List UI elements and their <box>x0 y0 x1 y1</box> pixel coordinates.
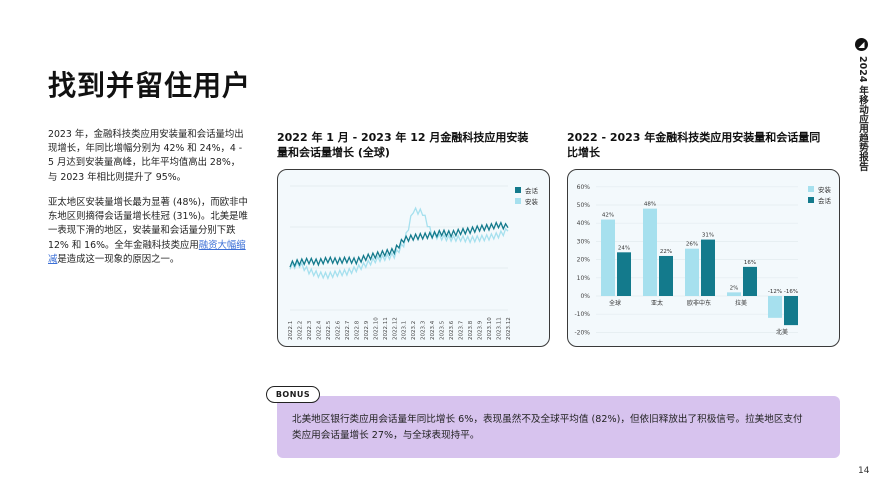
svg-text:2023.2: 2023.2 <box>411 321 417 340</box>
svg-text:30%: 30% <box>577 238 591 245</box>
svg-text:2022.8: 2022.8 <box>354 320 360 340</box>
svg-text:北美: 北美 <box>776 328 788 336</box>
svg-text:欧非中东: 欧非中东 <box>687 299 711 307</box>
legend-item-session: 会话 <box>808 194 831 205</box>
svg-text:48%: 48% <box>644 202 656 208</box>
svg-text:10%: 10% <box>577 275 591 282</box>
svg-text:42%: 42% <box>602 213 614 219</box>
brand-logo-icon: ◢ <box>855 38 868 51</box>
svg-text:16%: 16% <box>744 260 756 266</box>
session-swatch-icon <box>808 196 814 203</box>
svg-text:2023.1: 2023.1 <box>402 321 408 340</box>
line-chart: 2022.1 2022.2 2022.3 2022.4 2022.5 2022.6 2022… <box>288 185 512 340</box>
legend-item-install: 安装 <box>515 195 538 206</box>
page-number: 14 <box>858 466 870 476</box>
svg-text:2022.6: 2022.6 <box>335 320 341 340</box>
bonus-text: 北美地区银行类应用会话量年同比增长 6%，表现虽然不及全球平均值 (82%)，但… <box>292 414 803 441</box>
legend-item-session: 会话 <box>515 184 538 195</box>
svg-text:2%: 2% <box>730 285 739 291</box>
install-swatch-icon <box>515 197 521 204</box>
svg-text:2023.8: 2023.8 <box>468 320 474 340</box>
svg-text:2022.5: 2022.5 <box>326 320 332 340</box>
bar-chart-legend: 安装 会话 <box>808 183 831 205</box>
svg-text:-10%: -10% <box>574 311 590 318</box>
svg-text:2022.3: 2022.3 <box>307 320 313 340</box>
svg-text:2022.9: 2022.9 <box>364 320 370 340</box>
svg-text:2023.4: 2023.4 <box>430 320 436 340</box>
svg-text:-20%: -20% <box>574 329 590 336</box>
svg-text:2023.11: 2023.11 <box>497 317 503 340</box>
install-swatch-icon <box>808 185 814 192</box>
bar-chart-card: 60% 50% 40% 30% 20% 10% 0% -10% -20% 42% 24% 全球 48% 2… <box>567 169 840 347</box>
region-paragraph-tail: 是造成这一现象的原因之一。 <box>57 253 180 265</box>
intro-paragraph: 2023 年，金融科技类应用安装量和会话量均出现增长，年同比增幅分别为 42% … <box>48 129 244 183</box>
svg-text:22%: 22% <box>660 249 672 255</box>
page-title: 找到并留住用户 <box>48 69 252 102</box>
svg-text:26%: 26% <box>686 242 698 248</box>
svg-text:20%: 20% <box>577 257 591 264</box>
line-chart-card: 2022.1 2022.2 2022.3 2022.4 2022.5 2022.6 2022… <box>277 169 550 347</box>
session-swatch-icon <box>515 186 521 193</box>
svg-text:-16%: -16% <box>784 289 798 295</box>
svg-text:2022.12: 2022.12 <box>392 317 398 340</box>
svg-text:50%: 50% <box>577 202 591 209</box>
region-paragraph-text: 亚太地区安装量增长最为显著 (48%)，而欧非中东地区则摘得会话量增长桂冠 (3… <box>48 197 248 251</box>
svg-text:2022.4: 2022.4 <box>316 320 322 340</box>
svg-text:31%: 31% <box>702 233 714 239</box>
svg-text:24%: 24% <box>618 245 630 251</box>
svg-text:2022.2: 2022.2 <box>297 321 303 340</box>
svg-text:2023.6: 2023.6 <box>449 320 455 340</box>
bonus-badge: BONUS <box>266 386 320 403</box>
svg-text:2022.10: 2022.10 <box>373 317 379 340</box>
svg-text:2022.1: 2022.1 <box>288 321 294 340</box>
svg-text:2023.9: 2023.9 <box>478 320 484 340</box>
svg-text:全球: 全球 <box>609 299 621 307</box>
svg-text:2022.7: 2022.7 <box>345 320 351 340</box>
bonus-callout <box>277 396 840 458</box>
svg-text:0%: 0% <box>580 293 590 300</box>
funding-cut-link[interactable]: 融资大幅缩减 <box>48 239 246 265</box>
svg-text:亚太: 亚太 <box>651 299 663 307</box>
line-chart-title: 2022 年 1 月 - 2023 年 12 月金融科技应用安装量和会话量增长 … <box>277 131 529 159</box>
svg-text:2022.11: 2022.11 <box>383 317 389 340</box>
svg-text:-12%: -12% <box>768 289 782 295</box>
bar-chart: 60% 50% 40% 30% 20% 10% 0% -10% -20% 42% 24% 全球 48% 2… <box>574 184 798 337</box>
svg-text:2023.7: 2023.7 <box>459 320 465 340</box>
report-side-label: 2024 年移动应用趋势报告 <box>857 56 868 172</box>
svg-text:拉美: 拉美 <box>735 299 747 307</box>
region-paragraph: 亚太地区安装量增长最为显著 (48%)，而欧非中东地区则摘得会话量增长桂冠 (3… <box>48 196 248 267</box>
line-chart-legend: 会话 安装 <box>515 184 538 206</box>
svg-text:2023.12: 2023.12 <box>506 317 512 340</box>
legend-item-install: 安装 <box>808 183 831 194</box>
svg-text:2023.3: 2023.3 <box>421 320 427 340</box>
bar-chart-title: 2022 - 2023 年金融科技类应用安装量和会话量同比增长 <box>567 131 821 159</box>
svg-text:40%: 40% <box>577 220 591 227</box>
svg-text:60%: 60% <box>577 184 591 191</box>
svg-text:2023.5: 2023.5 <box>440 320 446 340</box>
svg-text:2023.10: 2023.10 <box>487 317 493 340</box>
